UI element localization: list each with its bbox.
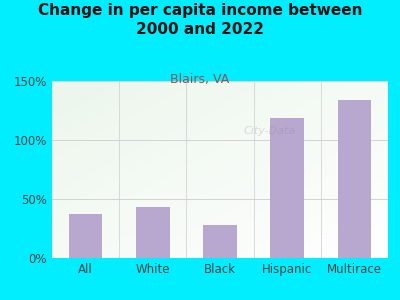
Bar: [136, 207, 170, 258]
Text: City-Data: City-Data: [244, 126, 296, 136]
Bar: [203, 225, 237, 258]
Text: Blairs, VA: Blairs, VA: [170, 74, 230, 86]
Bar: [69, 214, 102, 258]
Bar: [338, 100, 371, 258]
Bar: [270, 118, 304, 258]
Text: Change in per capita income between
2000 and 2022: Change in per capita income between 2000…: [38, 3, 362, 37]
